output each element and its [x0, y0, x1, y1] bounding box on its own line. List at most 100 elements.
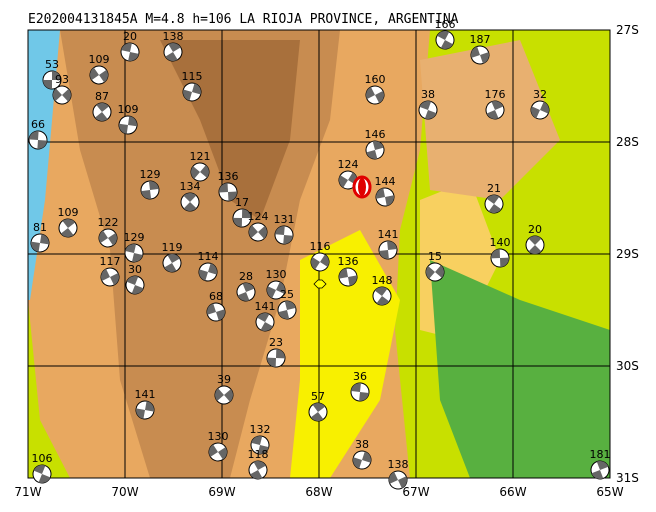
depth-label: 176 [485, 88, 506, 101]
y-label: 29S [616, 247, 639, 261]
focal-mechanism [214, 385, 234, 405]
focal-mechanism [388, 470, 408, 490]
beachball-quadrant [233, 209, 251, 227]
depth-label: 160 [365, 73, 386, 86]
map-title: E202004131845A M=4.8 h=106 LA RIOJA PROV… [28, 12, 459, 27]
depth-label: 106 [32, 452, 53, 465]
beachball-quadrant [43, 71, 61, 89]
depth-label: 146 [365, 128, 386, 141]
focal-mechanism [218, 182, 238, 202]
beachball-quadrant [165, 43, 181, 61]
focal-mechanism [470, 45, 490, 65]
beachball-quadrant [209, 444, 227, 460]
focal-mechanism [135, 400, 155, 420]
depth-label: 20 [123, 30, 137, 43]
focal-mechanism [206, 302, 226, 322]
depth-label: 141 [378, 228, 399, 241]
beachball-quadrant [366, 86, 384, 104]
focal-mechanism [484, 194, 504, 214]
focal-mechanism [124, 243, 144, 263]
depth-label: 23 [269, 336, 283, 349]
depth-label: 38 [355, 438, 369, 451]
focal-mechanism [182, 82, 202, 102]
focal-mechanism [236, 282, 256, 302]
beachball-quadrant [251, 436, 269, 454]
depth-label: 66 [31, 118, 45, 131]
beachball-quadrant [249, 225, 267, 239]
x-label: 69W [208, 485, 235, 499]
beachball-quadrant [237, 283, 255, 301]
beachball-quadrant [119, 116, 137, 134]
beachball-quadrant [267, 349, 285, 367]
depth-label: 138 [388, 458, 409, 471]
focal-mechanism [375, 187, 395, 207]
x-label: 71W [14, 485, 41, 499]
beachball-quadrant [219, 183, 237, 201]
beachball-quadrant [136, 401, 154, 419]
beachball-quadrant [164, 254, 180, 272]
depth-label: 136 [218, 170, 239, 183]
focal-mechanism [125, 275, 145, 295]
depth-label: 134 [180, 180, 201, 193]
depth-label: 93 [55, 73, 69, 86]
beachball-quadrant [591, 461, 609, 479]
beachball-quadrant [257, 313, 273, 331]
depth-label: 109 [58, 206, 79, 219]
beachball-quadrant [95, 103, 109, 121]
focal-mechanism [338, 170, 358, 190]
beachball-quadrant [491, 249, 509, 267]
focal-mechanism [208, 442, 228, 462]
beachball-quadrant [486, 195, 502, 213]
depth-label: 131 [274, 213, 295, 226]
beachball-quadrant [339, 268, 357, 286]
beachball-quadrant [141, 181, 159, 199]
beachball-quadrant [90, 67, 108, 83]
depth-label: 109 [89, 53, 110, 66]
x-label: 67W [402, 485, 429, 499]
beachball-quadrant [310, 403, 326, 421]
focal-mechanism [180, 192, 200, 212]
depth-label: 68 [209, 290, 223, 303]
focal-mechanism [198, 262, 218, 282]
beachball-quadrant [31, 234, 49, 252]
depth-label: 141 [135, 388, 156, 401]
beachball-quadrant [183, 83, 201, 101]
focal-mechanism [308, 402, 328, 422]
focal-mechanism [30, 233, 50, 253]
focal-mechanism [338, 267, 358, 287]
focal-mechanism [274, 225, 294, 245]
beachball-quadrant [183, 193, 197, 211]
focal-mechanism [425, 262, 445, 282]
beachball-quadrant [60, 219, 76, 237]
beachball-quadrant [121, 43, 139, 61]
beachball-quadrant [101, 268, 119, 286]
focal-mechanism [266, 348, 286, 368]
beachball-quadrant [374, 287, 390, 305]
beachball-quadrant [250, 461, 266, 479]
beachball-quadrant [199, 263, 217, 281]
depth-label: 20 [528, 223, 542, 236]
focal-mechanism [277, 300, 297, 320]
depth-label: 17 [235, 196, 249, 209]
focal-mechanism [98, 228, 118, 248]
depth-label: 121 [190, 150, 211, 163]
focal-mechanism [32, 464, 52, 484]
beachball-quadrant [531, 101, 549, 119]
beachball-quadrant [53, 88, 71, 102]
depth-label: 21 [487, 182, 501, 195]
beachball-quadrant [426, 265, 444, 279]
beachball-quadrant [376, 188, 394, 206]
depth-label: 130 [208, 430, 229, 443]
focal-mechanism [525, 235, 545, 255]
beachball-quadrant [125, 244, 143, 262]
depth-label: 141 [255, 300, 276, 313]
depth-label: 81 [33, 221, 47, 234]
y-label: 30S [616, 359, 639, 373]
beachball-quadrant [207, 303, 225, 321]
depth-label: 53 [45, 58, 59, 71]
depth-label: 132 [250, 423, 271, 436]
focal-mechanism [310, 252, 330, 272]
depth-label: 124 [338, 158, 359, 171]
depth-label: 28 [239, 270, 253, 283]
